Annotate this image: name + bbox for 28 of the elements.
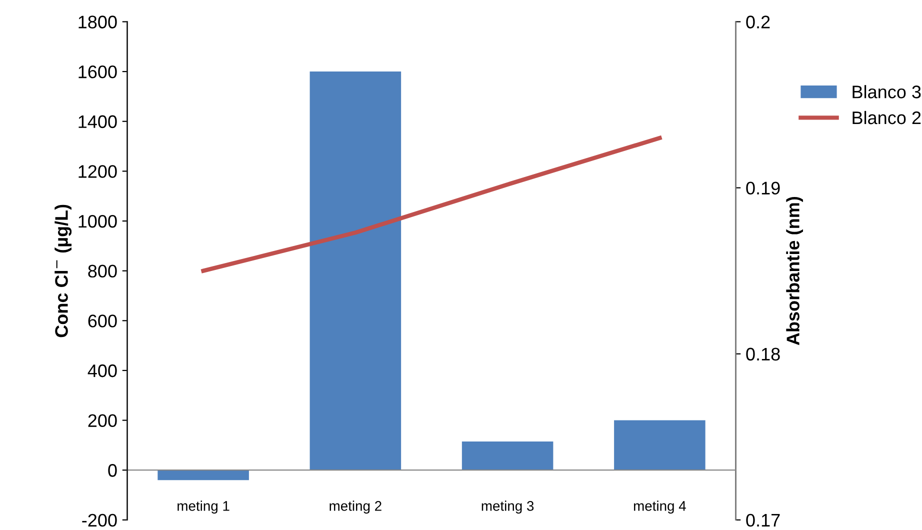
x-tick-label: meting 2 [330,500,382,514]
legend-label: Blanco 2 [852,110,921,124]
legend-label: Blanco 3 [852,85,921,98]
y2-tick-label: 0.19 [746,182,780,195]
y2-axis-title: Absorbantie (nm) [786,196,804,346]
y-tick-label: 1800 [78,16,117,28]
y-tick-label: 0 [108,464,117,477]
line-series [201,136,662,273]
bar [614,420,706,470]
x-tick-label: meting 4 [634,500,686,514]
y-axis-title: Conc Cl$^{−}$ (µg/L) [54,204,72,338]
y2-tick-label: 0.18 [746,348,780,361]
y-tick-label: -200 [82,514,117,527]
y-tick-label: 800 [88,264,117,278]
y2-tick-label: 0.17 [746,514,780,527]
x-tick-label: meting 3 [482,500,534,514]
bar [310,72,402,470]
y-tick-label: 600 [88,314,117,328]
bar [462,441,554,470]
y-tick-label: 1400 [78,115,117,128]
y2-tick-label: 0.2 [746,16,770,28]
y-tick-label: 1000 [78,214,117,228]
bar [158,470,249,480]
x-tick-label: meting 1 [178,500,230,514]
y-tick-label: 200 [88,414,117,428]
y-tick-label: 1600 [78,65,117,78]
y-tick-label: 400 [88,364,117,378]
y-tick-label: 1200 [78,165,117,178]
